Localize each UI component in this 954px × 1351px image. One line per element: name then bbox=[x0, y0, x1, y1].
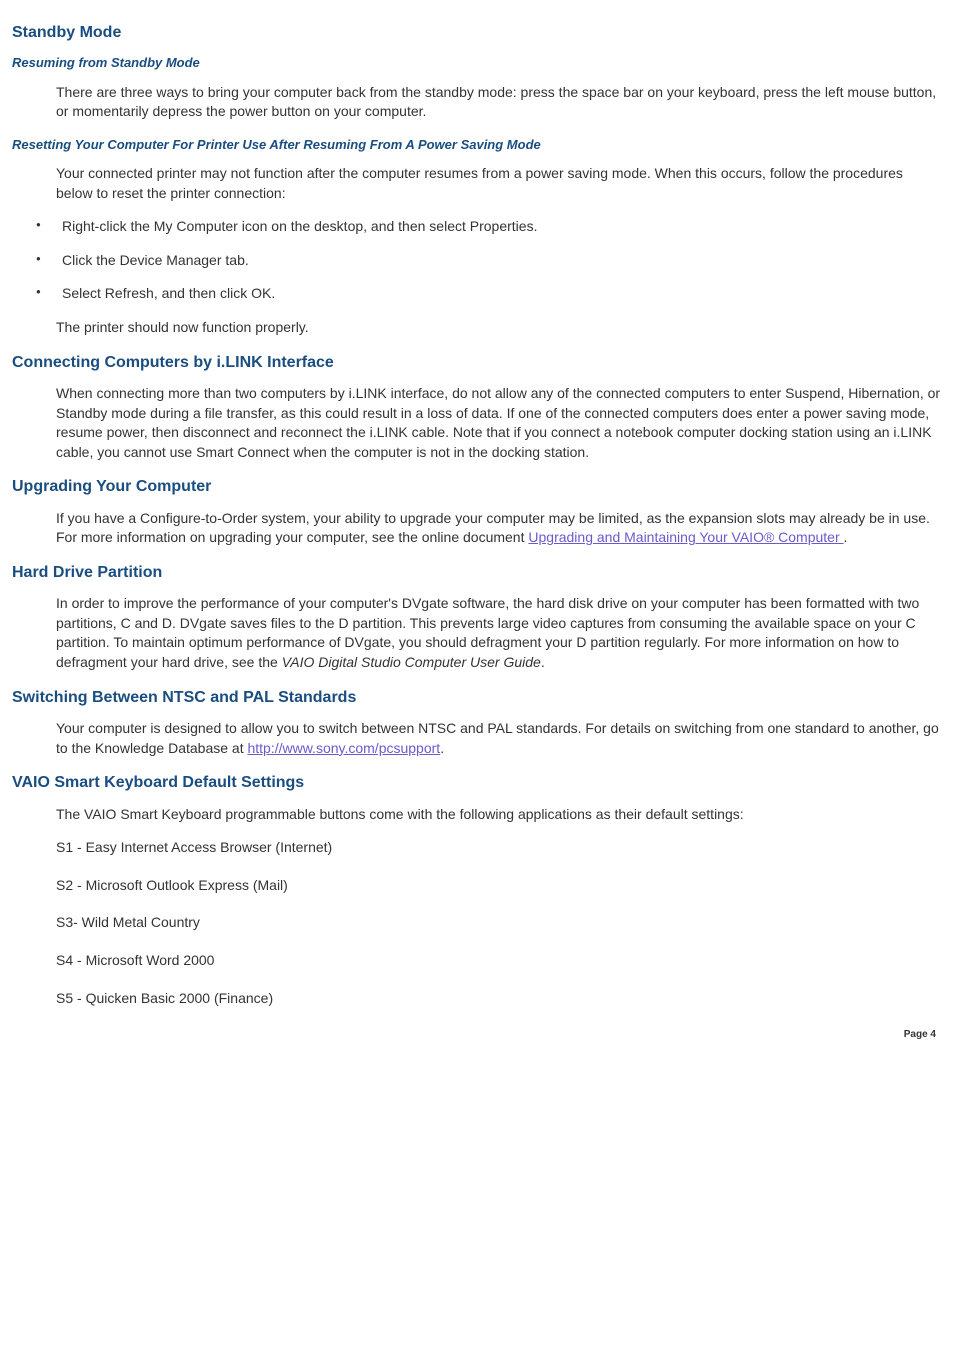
para-upgrading: If you have a Configure-to-Order system,… bbox=[56, 509, 942, 548]
para-keyboard-intro: The VAIO Smart Keyboard programmable but… bbox=[56, 805, 942, 825]
para-hard-drive: In order to improve the performance of y… bbox=[56, 594, 942, 672]
list-item: Select Refresh, and then click OK. bbox=[36, 284, 942, 304]
link-sony-support[interactable]: http://www.sony.com/pcsupport bbox=[247, 740, 440, 756]
heading-hard-drive: Hard Drive Partition bbox=[12, 562, 942, 584]
list-item: S5 - Quicken Basic 2000 (Finance) bbox=[56, 989, 942, 1009]
para-printer-works: The printer should now function properly… bbox=[56, 318, 942, 338]
para-ilink: When connecting more than two computers … bbox=[56, 384, 942, 462]
keyboard-defaults-list: S1 - Easy Internet Access Browser (Inter… bbox=[12, 838, 942, 1008]
heading-ilink: Connecting Computers by i.LINK Interface bbox=[12, 352, 942, 374]
para-ntsc-pal: Your computer is designed to allow you t… bbox=[56, 719, 942, 758]
text-segment: . bbox=[541, 654, 545, 670]
list-item: S3- Wild Metal Country bbox=[56, 913, 942, 933]
text-segment: . bbox=[440, 740, 444, 756]
bullet-list-printer-steps: Right-click the My Computer icon on the … bbox=[36, 217, 942, 304]
text-segment: . bbox=[844, 529, 848, 545]
list-item: S1 - Easy Internet Access Browser (Inter… bbox=[56, 838, 942, 858]
heading-ntsc-pal: Switching Between NTSC and PAL Standards bbox=[12, 687, 942, 709]
list-item: Click the Device Manager tab. bbox=[36, 251, 942, 271]
para-resetting-intro: Your connected printer may not function … bbox=[56, 164, 942, 203]
italic-guide-title: VAIO Digital Studio Computer User Guide bbox=[282, 654, 541, 670]
heading-standby-mode: Standby Mode bbox=[12, 22, 942, 44]
subheading-resuming: Resuming from Standby Mode bbox=[12, 54, 942, 72]
heading-vaio-keyboard: VAIO Smart Keyboard Default Settings bbox=[12, 772, 942, 794]
list-item: Right-click the My Computer icon on the … bbox=[36, 217, 942, 237]
page-number: Page 4 bbox=[12, 1028, 942, 1042]
list-item: S4 - Microsoft Word 2000 bbox=[56, 951, 942, 971]
list-item: S2 - Microsoft Outlook Express (Mail) bbox=[56, 876, 942, 896]
subheading-resetting-printer: Resetting Your Computer For Printer Use … bbox=[12, 136, 942, 154]
heading-upgrading: Upgrading Your Computer bbox=[12, 476, 942, 498]
link-upgrading-doc[interactable]: Upgrading and Maintaining Your VAIO® Com… bbox=[528, 529, 843, 545]
text-segment: Your computer is designed to allow you t… bbox=[56, 720, 939, 756]
para-resuming: There are three ways to bring your compu… bbox=[56, 83, 942, 122]
